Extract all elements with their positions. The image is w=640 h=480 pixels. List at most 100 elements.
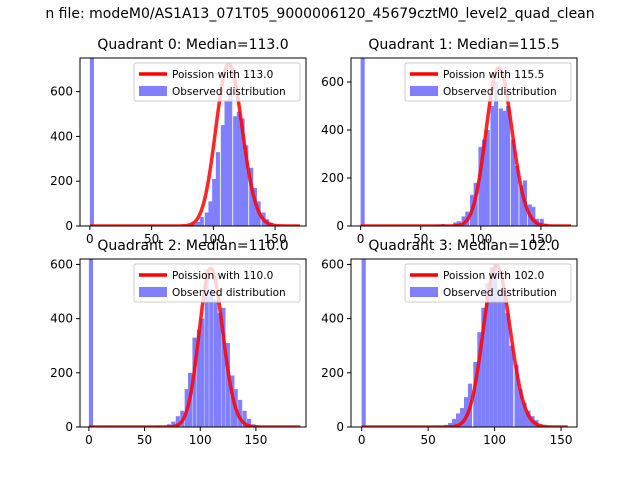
hist-bar <box>361 259 366 427</box>
hist-bar <box>489 267 494 427</box>
y-tick-label: 200 <box>321 171 344 185</box>
x-tick-label: 0 <box>358 433 366 447</box>
y-tick-label: 600 <box>321 75 344 89</box>
y-tick-label: 200 <box>321 366 344 380</box>
x-tick-label: 0 <box>85 433 93 447</box>
x-tick-label: 150 <box>264 232 287 246</box>
hist-bar <box>539 218 544 226</box>
hist-bar <box>228 91 233 226</box>
axes-frame <box>350 57 578 227</box>
legend-hist-label: Observed distribution <box>443 287 557 299</box>
hist-bar <box>505 313 510 427</box>
hist-bar <box>481 307 486 427</box>
hist-bar <box>514 166 519 226</box>
hist-bar <box>493 264 498 427</box>
hist-bar <box>240 118 245 226</box>
x-tick-label: 150 <box>244 433 267 447</box>
hist-bar <box>192 223 197 226</box>
poisson-fit-line <box>360 65 572 226</box>
x-tick-label: 150 <box>550 433 573 447</box>
hist-bar <box>225 343 230 427</box>
legend-fit-label: Poission with 113.0 <box>172 69 273 81</box>
x-tick-label: 50 <box>137 433 152 447</box>
subplot-title: Quadrant 1: Median=115.5 <box>368 37 559 53</box>
hist-bar <box>485 130 490 226</box>
hist-bar <box>494 82 499 226</box>
hist-bar <box>88 259 94 427</box>
hist-bar <box>208 201 213 226</box>
y-tick-label: 400 <box>50 129 73 143</box>
hist-bar <box>477 332 482 427</box>
x-tick-label: 100 <box>483 433 506 447</box>
y-tick-label: 400 <box>321 123 344 137</box>
legend-hist-swatch <box>410 86 438 96</box>
hist-bar <box>464 397 469 427</box>
legend-fit-label: Poission with 115.5 <box>443 69 544 81</box>
y-tick-label: 0 <box>65 420 73 434</box>
legend-hist-swatch <box>139 287 167 297</box>
hist-bar <box>518 389 523 427</box>
hist-bar <box>212 178 217 226</box>
x-tick-label: 0 <box>86 232 94 246</box>
x-tick-label: 50 <box>144 232 159 246</box>
subplot-2: 0 50 100 150 0 200 400 600 Quadrant 2: Median=11… <box>50 238 307 447</box>
legend-hist-label: Observed distribution <box>443 86 557 98</box>
plot-area <box>361 259 569 427</box>
legend-hist-swatch <box>410 287 438 297</box>
x-tick-label: 0 <box>357 232 365 246</box>
y-tick-label: 200 <box>50 174 73 188</box>
hist-bar <box>220 125 225 226</box>
x-tick-label: 100 <box>469 232 492 246</box>
hist-bar <box>171 421 176 427</box>
hist-bar <box>242 410 247 427</box>
axes-frame <box>350 258 578 428</box>
hist-bar <box>224 100 229 226</box>
hist-bar <box>506 106 511 226</box>
legend-box <box>404 62 572 102</box>
y-tick-label: 600 <box>321 257 344 271</box>
hist-bar <box>473 361 478 427</box>
hist-bar <box>213 299 218 427</box>
subplot-3: 0 50 100 150 0 200 400 600 Quadrant 3: Median=10… <box>321 238 578 447</box>
subplot-title: Quadrant 2: Median=110.0 <box>97 238 288 254</box>
y-tick-label: 0 <box>65 219 73 233</box>
poisson-fit-line <box>361 264 569 427</box>
poisson-fit-line <box>89 62 301 226</box>
legend-fit-label: Poission with 110.0 <box>172 270 273 282</box>
y-tick-label: 400 <box>50 312 73 326</box>
hist-bar <box>244 145 249 226</box>
hist-bar <box>89 58 94 226</box>
x-tick-label: 50 <box>413 232 428 246</box>
subplot-title: Quadrant 3: Median=102.0 <box>368 238 559 254</box>
hist-bar <box>482 139 487 226</box>
hist-bar <box>238 399 243 427</box>
hist-bar <box>196 221 201 226</box>
hist-bar <box>531 206 536 226</box>
hist-bar <box>509 345 514 427</box>
hist-bar <box>456 413 461 427</box>
hist-bar <box>204 212 209 226</box>
legend-box <box>133 263 301 303</box>
x-tick-label: 100 <box>202 232 225 246</box>
legend-fit-label: Poission with 102.0 <box>443 270 544 282</box>
hist-bar <box>478 146 483 226</box>
hist-bar <box>448 422 453 427</box>
hist-bar <box>249 167 254 226</box>
hist-bar <box>490 106 495 226</box>
hist-bar <box>510 139 515 226</box>
y-tick-label: 600 <box>50 257 73 271</box>
hist-bar <box>196 329 202 427</box>
axes-frame <box>79 57 307 227</box>
hist-bar <box>502 110 507 226</box>
hist-bar <box>215 152 220 226</box>
y-tick-label: 600 <box>50 85 73 99</box>
hist-bar <box>501 291 506 427</box>
hist-bar <box>209 288 214 427</box>
hist-bar <box>485 283 490 427</box>
hist-bar <box>252 187 257 226</box>
y-tick-label: 0 <box>336 219 344 233</box>
axes-frame <box>79 258 307 428</box>
legend-hist-swatch <box>139 86 167 96</box>
hist-bar <box>175 416 180 427</box>
